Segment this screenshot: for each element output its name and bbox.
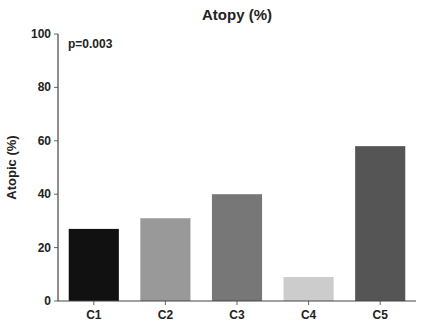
- y-tick-label: 40: [38, 187, 52, 201]
- bar: [69, 229, 119, 301]
- y-tick-label: 0: [44, 294, 51, 308]
- chart-svg: Atopy (%) 0 20 40 60 80 100 Atopic (%) C1 C2 C3 C4 C…: [0, 0, 430, 333]
- bar: [140, 218, 190, 301]
- y-tick-label: 60: [38, 134, 52, 148]
- x-tick-label: C4: [301, 308, 317, 322]
- annotation: p=0.003: [68, 37, 113, 51]
- y-tick-label: 80: [38, 80, 52, 94]
- x-tick-label: C5: [373, 308, 389, 322]
- y-axis-label: Atopic (%): [4, 135, 19, 199]
- y-tick-label: 20: [38, 241, 52, 255]
- x-tick-label: C1: [86, 308, 102, 322]
- bar: [355, 146, 405, 301]
- chart-container: Atopy (%) 0 20 40 60 80 100 Atopic (%) C1 C2 C3 C4 C…: [0, 0, 430, 333]
- x-tick-label: C2: [158, 308, 174, 322]
- x-axis-line: [58, 300, 416, 301]
- x-tick-label: C3: [229, 308, 245, 322]
- bars: [69, 146, 406, 301]
- y-tick-label: 100: [31, 27, 51, 41]
- y-axis-line: [57, 34, 58, 301]
- title: Atopy (%): [202, 6, 272, 23]
- bar: [284, 277, 334, 301]
- bar: [212, 194, 262, 301]
